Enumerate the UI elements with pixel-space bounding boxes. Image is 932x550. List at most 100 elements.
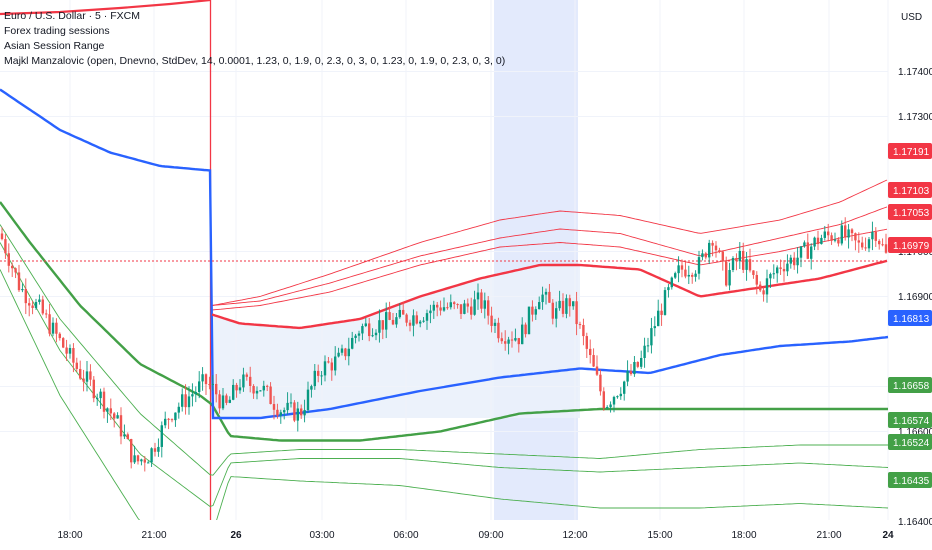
candle-body (79, 368, 82, 379)
candle-body (697, 257, 701, 274)
candle-body (602, 391, 605, 409)
candle-body (483, 300, 486, 309)
candle-body (286, 402, 289, 411)
candle-body (779, 267, 782, 269)
candle-body (561, 300, 565, 314)
candle-body (116, 415, 119, 419)
legend-symbol[interactable]: Euro / U.S. Dollar · 5 · FXCM (4, 10, 140, 22)
candle-body (405, 314, 408, 323)
price-axis-label: 1.17400 (898, 67, 932, 78)
candle-body (89, 371, 92, 380)
candle-body (721, 251, 724, 262)
candle-body (592, 355, 595, 367)
candle-body (208, 384, 211, 386)
chart-background-layer (212, 0, 580, 520)
candle-body (776, 267, 779, 274)
grid-layer (0, 0, 889, 522)
candle-body (109, 408, 112, 414)
candle-body (436, 304, 439, 308)
candle-body (881, 244, 884, 246)
candle-body (582, 324, 585, 337)
candle-body (58, 333, 61, 339)
price-axis-label: 1.16600 (898, 427, 932, 438)
candle-body (388, 312, 391, 320)
candle-body (191, 394, 194, 397)
candle-body (266, 385, 269, 387)
candle-body (813, 237, 816, 247)
candle-body (293, 402, 296, 421)
candle-body (544, 291, 548, 295)
time-axis-label: 21:00 (816, 530, 841, 541)
candle-body (799, 246, 803, 258)
candle-body (102, 391, 106, 412)
candle-body (541, 294, 544, 303)
candle-body (17, 272, 21, 291)
lower-main-line (0, 201, 888, 442)
candle-body (174, 412, 177, 421)
legend-indicator-sessions[interactable]: Forex trading sessions (4, 25, 110, 37)
candle-body (531, 306, 534, 315)
candle-body (748, 259, 752, 271)
candle-body (419, 321, 422, 324)
candle-body (616, 396, 619, 398)
legend-indicator-bands[interactable]: Majkl Manzalovic (open, Dnevno, StdDev, … (4, 55, 506, 67)
candle-body (113, 413, 116, 419)
candle-body (327, 361, 330, 363)
candle-body (844, 225, 847, 238)
candle-body (864, 247, 867, 249)
candle-body (606, 407, 609, 409)
candle-body (847, 229, 850, 238)
candle-body (827, 231, 830, 236)
legend-indicator-asian-range[interactable]: Asian Session Range (4, 40, 105, 52)
candle-body (228, 399, 231, 403)
candle-body (323, 361, 327, 376)
candle-body (796, 257, 799, 266)
price-tag-box (888, 377, 932, 393)
candle-body (55, 322, 58, 334)
candle-body (238, 387, 242, 391)
time-axis-label: 18:00 (731, 530, 756, 541)
candle-body (276, 409, 279, 416)
candle-body (381, 320, 384, 330)
lower-band-1 (0, 224, 888, 476)
open-line (211, 259, 888, 330)
candle-body (646, 345, 650, 347)
candles-layer (0, 217, 888, 472)
candle-body (657, 310, 660, 327)
candle-body (538, 302, 541, 310)
candle-body (24, 288, 27, 304)
candle-body (249, 376, 252, 386)
candle-body (507, 339, 510, 344)
candle-body (558, 300, 561, 309)
candle-body (738, 250, 741, 262)
candle-body (850, 229, 854, 234)
candle-body (181, 394, 184, 407)
candle-body (340, 348, 344, 353)
candle-body (119, 415, 123, 437)
candle-body (708, 242, 711, 258)
price-tag-label: 1.16574 (893, 416, 930, 427)
candle-body (11, 265, 14, 269)
candle-body (306, 389, 310, 411)
candle-body (140, 459, 143, 462)
candle-body (371, 335, 374, 337)
candle-body (313, 370, 316, 387)
candle-body (759, 284, 762, 291)
candle-body (752, 270, 755, 275)
candle-body (490, 315, 493, 326)
candle-body (878, 240, 881, 245)
candle-body (395, 317, 398, 325)
candle-body (14, 268, 17, 273)
candle-body (470, 306, 473, 315)
candle-body (347, 348, 350, 357)
time-axis-label: 15:00 (647, 530, 672, 541)
candle-body (725, 261, 728, 286)
candle-body (41, 299, 44, 314)
candle-body (354, 335, 357, 338)
candle-body (337, 352, 340, 357)
candle-body (667, 287, 670, 291)
candle-body (439, 307, 442, 311)
candle-body (412, 315, 415, 326)
